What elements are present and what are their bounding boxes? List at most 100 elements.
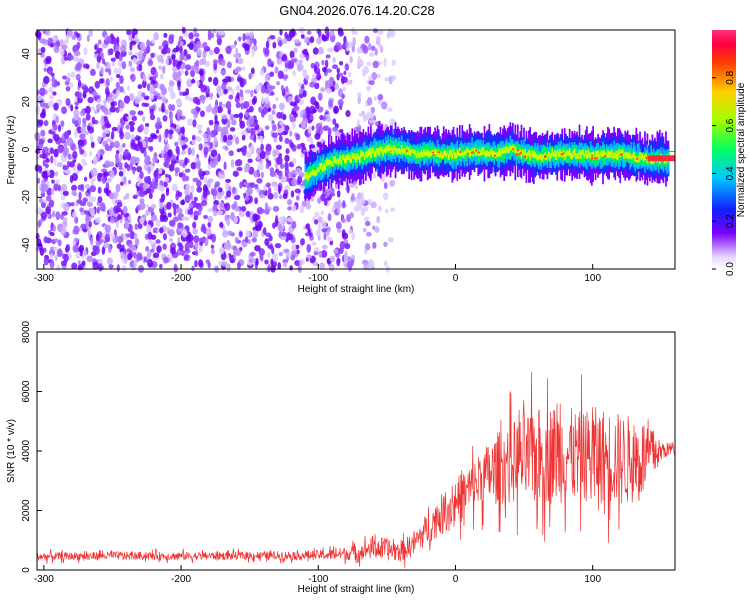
- spectrogram-hot-spot: [630, 154, 634, 157]
- spectrogram-signal-cell: [320, 163, 323, 175]
- spectrogram-noise-blob: [281, 38, 288, 45]
- spectrogram-noise-blob: [110, 57, 116, 62]
- spectrogram-noise-blob: [129, 110, 136, 116]
- spectrogram-noise-blob: [116, 243, 122, 250]
- spectrogram-noise-blob: [145, 188, 151, 194]
- spectrogram-noise-blob: [292, 70, 296, 77]
- spectrogram-noise-blob: [54, 170, 59, 177]
- spectrogram-signal-cell: [388, 144, 391, 152]
- snr-x-tick-label: -100: [308, 574, 328, 585]
- spectrogram-noise-blob: [197, 107, 201, 112]
- spectrogram-signal-cell: [457, 150, 460, 156]
- spectrogram-signal-cell: [516, 148, 519, 155]
- spectrogram-noise-blob: [53, 102, 59, 111]
- spectrogram-y-tick-label: -40: [21, 237, 32, 252]
- spectrogram-noise-blob: [257, 162, 264, 171]
- spectrogram-noise-blob: [219, 174, 226, 180]
- spectrogram-signal-cell: [530, 150, 533, 156]
- spectrogram-noise-blob: [370, 106, 376, 114]
- spectrogram-signal-cell: [366, 151, 368, 158]
- spectrogram-noise-blob: [214, 104, 218, 113]
- spectrogram-noise-blob: [344, 243, 351, 250]
- spectrogram-noise-blob: [187, 209, 194, 215]
- spectrogram-noise-blob: [132, 57, 138, 64]
- spectrogram-signal-cell: [520, 151, 523, 159]
- spectrogram-signal-cell: [626, 153, 629, 159]
- spectrogram-noise-blob: [383, 57, 387, 67]
- spectrogram-signal-cell: [449, 150, 451, 157]
- spectrogram-signal-cell: [641, 153, 644, 159]
- spectrogram-noise-blob: [382, 192, 389, 201]
- spectrogram-noise-blob: [216, 105, 223, 114]
- spectrogram-noise-blob: [96, 47, 103, 53]
- spectrogram-signal-cell: [325, 159, 328, 166]
- spectrogram-noise-blob: [296, 63, 302, 72]
- spectrogram-noise-blob: [124, 220, 129, 230]
- spectrogram-noise-blob: [85, 105, 91, 114]
- spectrogram-noise-blob: [56, 161, 63, 168]
- spectrogram-noise-blob: [106, 96, 112, 104]
- spectrogram-signal-cell: [661, 154, 664, 169]
- spectrogram-signal-cell: [487, 146, 490, 156]
- spectrogram-noise-blob: [300, 185, 306, 191]
- spectrogram-signal-cell: [528, 150, 530, 157]
- spectrogram-signal-cell: [597, 150, 599, 158]
- spectrogram-noise-blob: [290, 58, 298, 63]
- spectrogram-noise-blob: [129, 244, 136, 251]
- spectrogram-noise-blob: [305, 114, 311, 120]
- spectrogram-noise-blob: [305, 203, 312, 210]
- spectrogram-signal-cell: [466, 147, 469, 155]
- spectrogram-noise-blob: [313, 64, 318, 73]
- spectrogram-noise-blob: [279, 120, 284, 126]
- spectrogram-noise-blob: [53, 158, 57, 166]
- spectrogram-noise-blob: [336, 257, 341, 267]
- spectrogram-noise-blob: [52, 123, 58, 131]
- spectrogram-noise-blob: [82, 117, 87, 125]
- spectrogram-noise-blob: [213, 123, 219, 133]
- spectrogram-noise-blob: [387, 237, 395, 243]
- spectrogram-noise-blob: [79, 133, 86, 140]
- spectrogram-noise-blob: [110, 101, 115, 108]
- spectrogram-noise-blob: [83, 47, 88, 56]
- spectrogram-noise-blob: [226, 230, 234, 236]
- spectrogram-noise-blob: [198, 168, 203, 178]
- spectrogram-noise-blob: [234, 159, 239, 167]
- spectrogram-noise-blob: [53, 246, 58, 251]
- spectrogram-noise-blob: [61, 75, 68, 80]
- spectrogram-noise-blob: [179, 91, 183, 96]
- spectrogram-noise-blob: [283, 67, 288, 73]
- spectrogram-noise-blob: [123, 95, 130, 104]
- spectrogram-noise-blob: [167, 85, 174, 93]
- spectrogram-noise-blob: [85, 113, 91, 121]
- spectrogram-noise-blob: [158, 45, 163, 50]
- spectrogram-noise-blob: [168, 103, 173, 111]
- spectrogram-noise-blob: [130, 40, 137, 46]
- spectrogram-noise-blob: [214, 114, 218, 124]
- spectrogram-noise-blob: [115, 89, 121, 96]
- spectrogram-noise-blob: [187, 147, 192, 156]
- spectrogram-noise-blob: [119, 86, 124, 93]
- spectrogram-signal-cell: [360, 150, 362, 158]
- spectrogram-noise-blob: [72, 211, 78, 219]
- spectrogram-noise-blob: [97, 186, 102, 194]
- spectrogram-noise-blob: [81, 254, 85, 259]
- spectrogram-signal-cell: [320, 162, 323, 169]
- spectrogram-signal-cell: [571, 153, 573, 160]
- spectrogram-signal-cell: [386, 144, 388, 153]
- spectrogram-signal-cell: [633, 151, 635, 157]
- snr-x-tick-label: 100: [584, 574, 601, 585]
- spectrogram-noise-blob: [208, 76, 213, 83]
- spectrogram-noise-blob: [326, 47, 334, 53]
- spectrogram-noise-blob: [245, 151, 252, 158]
- spectrogram-signal-cell: [582, 149, 585, 156]
- spectrogram-noise-blob: [280, 235, 287, 240]
- spectrogram-noise-blob: [72, 243, 79, 253]
- spectrogram-noise-blob: [45, 158, 50, 163]
- spectrogram-noise-blob: [175, 155, 179, 161]
- spectrogram-noise-blob: [80, 223, 87, 230]
- spectrogram-noise-blob: [315, 230, 321, 237]
- spectrogram-noise-blob: [37, 238, 42, 246]
- spectrogram-noise-blob: [74, 216, 79, 224]
- spectrogram-signal-cell: [374, 150, 377, 158]
